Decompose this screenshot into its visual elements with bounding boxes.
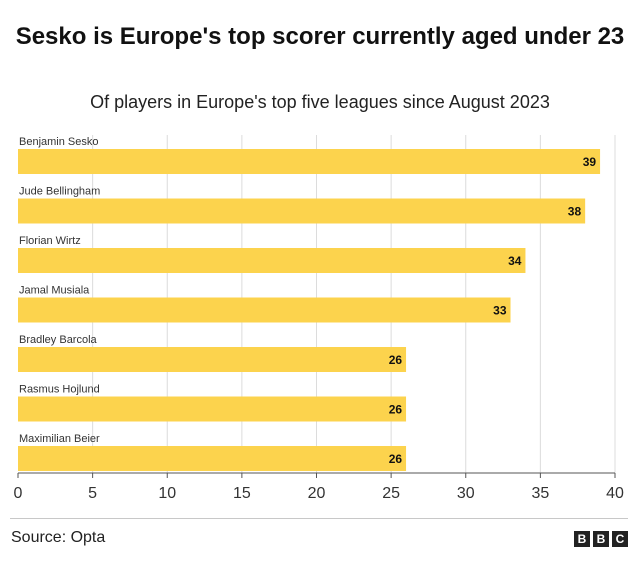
x-tick-label: 0 [14, 485, 23, 502]
bar [18, 198, 586, 224]
chart-title: Sesko is Europe's top scorer currently a… [15, 23, 625, 50]
category-label: Maximilian Beier [19, 433, 100, 445]
bar-chart: Benjamin Sesko 39 Jude Bellingham 38 Florian… [14, 135, 624, 502]
category-label: Jamal Musiala [19, 285, 90, 297]
source-note: Source: Opta [11, 529, 106, 546]
x-tick-label: 20 [308, 485, 326, 502]
bar [18, 446, 407, 471]
category-label: Benjamin Sesko [19, 136, 99, 148]
x-tick-label: 30 [457, 485, 475, 502]
bbc-logo: B B C [574, 531, 628, 547]
x-tick-label: 5 [88, 485, 97, 502]
logo-letter: C [612, 531, 628, 547]
footer-divider [10, 518, 628, 519]
category-label: Bradley Barcola [19, 334, 98, 346]
value-label: 39 [583, 155, 597, 169]
category-label: Rasmus Hojlund [19, 384, 100, 396]
bar [18, 149, 601, 174]
logo-letter: B [574, 531, 590, 547]
chart-subtitle: Of players in Europe's top five leagues … [90, 92, 550, 112]
x-tick-label: 40 [606, 485, 624, 502]
logo-letter: B [593, 531, 609, 547]
value-label: 38 [568, 205, 582, 219]
x-tick-label: 25 [382, 485, 400, 502]
value-label: 26 [389, 403, 403, 417]
bar [18, 347, 407, 372]
value-label: 26 [389, 353, 403, 367]
bar [18, 297, 511, 323]
x-tick-label: 15 [233, 485, 251, 502]
bar [18, 396, 407, 422]
category-label: Jude Bellingham [19, 186, 100, 198]
category-label: Florian Wirtz [19, 235, 81, 247]
x-tick-label: 10 [158, 485, 176, 502]
value-label: 26 [389, 452, 403, 466]
x-tick-label: 35 [531, 485, 549, 502]
value-label: 33 [493, 304, 507, 318]
bar [18, 248, 526, 273]
value-label: 34 [508, 254, 522, 268]
